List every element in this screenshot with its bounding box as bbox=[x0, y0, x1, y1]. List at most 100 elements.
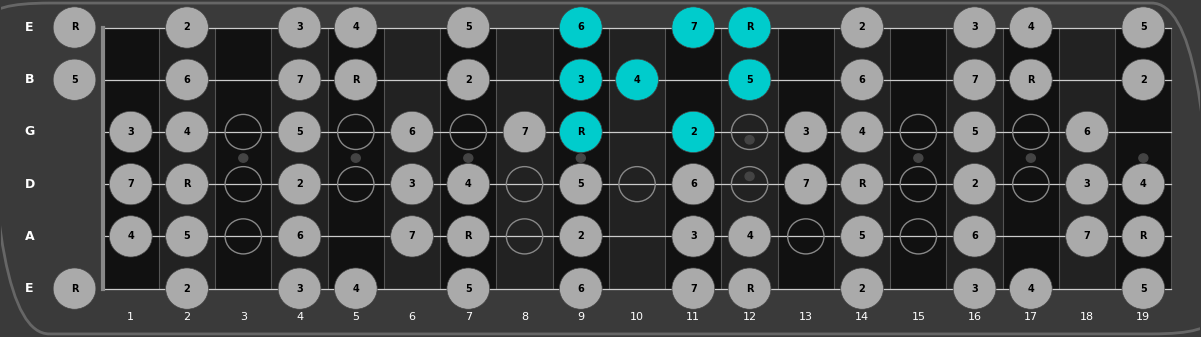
Text: 4: 4 bbox=[295, 312, 303, 322]
Ellipse shape bbox=[671, 7, 715, 48]
Text: R: R bbox=[465, 232, 472, 241]
Text: R: R bbox=[576, 127, 585, 137]
Bar bbox=[665, 28, 722, 288]
Text: 3: 3 bbox=[689, 232, 697, 241]
Ellipse shape bbox=[841, 163, 884, 205]
Text: 6: 6 bbox=[184, 75, 191, 85]
Ellipse shape bbox=[728, 7, 771, 48]
Bar bbox=[890, 28, 946, 288]
Text: 6: 6 bbox=[578, 284, 584, 294]
Text: 7: 7 bbox=[297, 75, 303, 85]
Ellipse shape bbox=[616, 59, 658, 100]
Ellipse shape bbox=[841, 268, 884, 309]
Text: 7: 7 bbox=[1083, 232, 1091, 241]
Ellipse shape bbox=[1010, 59, 1052, 100]
Bar bbox=[946, 28, 1003, 288]
Ellipse shape bbox=[390, 111, 434, 153]
Bar bbox=[215, 28, 271, 288]
Text: R: R bbox=[71, 23, 78, 32]
Ellipse shape bbox=[53, 268, 96, 309]
Ellipse shape bbox=[728, 216, 771, 257]
Text: R: R bbox=[352, 75, 359, 85]
Text: 2: 2 bbox=[297, 179, 303, 189]
Text: 3: 3 bbox=[1083, 179, 1091, 189]
Text: 3: 3 bbox=[972, 284, 978, 294]
Text: 7: 7 bbox=[465, 312, 472, 322]
Ellipse shape bbox=[671, 163, 715, 205]
Text: 6: 6 bbox=[689, 179, 697, 189]
Ellipse shape bbox=[279, 111, 321, 153]
Text: E: E bbox=[25, 282, 34, 295]
Text: 2: 2 bbox=[1140, 75, 1147, 85]
Ellipse shape bbox=[279, 216, 321, 257]
Text: 3: 3 bbox=[297, 23, 303, 32]
Bar bbox=[328, 28, 384, 288]
Text: R: R bbox=[71, 284, 78, 294]
Text: 6: 6 bbox=[578, 23, 584, 32]
Ellipse shape bbox=[109, 216, 153, 257]
Ellipse shape bbox=[279, 268, 321, 309]
Text: 6: 6 bbox=[408, 127, 416, 137]
Text: 2: 2 bbox=[859, 23, 866, 32]
Ellipse shape bbox=[447, 268, 490, 309]
Ellipse shape bbox=[109, 111, 153, 153]
Text: 11: 11 bbox=[686, 312, 700, 322]
Text: 5: 5 bbox=[746, 75, 753, 85]
Ellipse shape bbox=[166, 111, 209, 153]
Bar bbox=[102, 28, 159, 288]
Circle shape bbox=[745, 135, 754, 144]
Bar bbox=[384, 28, 441, 288]
Ellipse shape bbox=[841, 59, 884, 100]
Ellipse shape bbox=[671, 268, 715, 309]
Text: 4: 4 bbox=[1140, 179, 1147, 189]
Text: 5: 5 bbox=[1140, 23, 1147, 32]
Text: 15: 15 bbox=[912, 312, 925, 322]
Text: 5: 5 bbox=[297, 127, 303, 137]
Text: 5: 5 bbox=[465, 23, 472, 32]
Ellipse shape bbox=[390, 216, 434, 257]
Ellipse shape bbox=[1065, 163, 1109, 205]
Ellipse shape bbox=[334, 7, 377, 48]
Ellipse shape bbox=[784, 111, 827, 153]
Ellipse shape bbox=[1065, 216, 1109, 257]
Ellipse shape bbox=[671, 216, 715, 257]
Text: 7: 7 bbox=[972, 75, 978, 85]
Text: 7: 7 bbox=[127, 179, 135, 189]
Text: R: R bbox=[184, 179, 191, 189]
Text: 12: 12 bbox=[742, 312, 757, 322]
Ellipse shape bbox=[166, 163, 209, 205]
Text: 4: 4 bbox=[634, 75, 640, 85]
Bar bbox=[609, 28, 665, 288]
Text: 5: 5 bbox=[71, 75, 78, 85]
Ellipse shape bbox=[109, 163, 153, 205]
Text: 17: 17 bbox=[1023, 312, 1038, 322]
Text: 4: 4 bbox=[352, 23, 359, 32]
Text: D: D bbox=[24, 178, 35, 191]
Text: 3: 3 bbox=[972, 23, 978, 32]
Ellipse shape bbox=[1065, 111, 1109, 153]
Text: 7: 7 bbox=[521, 127, 528, 137]
Ellipse shape bbox=[728, 59, 771, 100]
Ellipse shape bbox=[1010, 268, 1052, 309]
Text: 4: 4 bbox=[859, 127, 866, 137]
Text: 4: 4 bbox=[184, 127, 191, 137]
Text: 6: 6 bbox=[408, 312, 416, 322]
Ellipse shape bbox=[279, 163, 321, 205]
Ellipse shape bbox=[784, 163, 827, 205]
Ellipse shape bbox=[954, 59, 996, 100]
Ellipse shape bbox=[954, 268, 996, 309]
Ellipse shape bbox=[1122, 268, 1165, 309]
Text: R: R bbox=[746, 284, 753, 294]
Text: 3: 3 bbox=[802, 127, 809, 137]
Text: 6: 6 bbox=[1083, 127, 1091, 137]
Text: 1: 1 bbox=[127, 312, 135, 322]
Text: 4: 4 bbox=[465, 179, 472, 189]
Ellipse shape bbox=[390, 163, 434, 205]
Circle shape bbox=[914, 154, 922, 162]
Text: E: E bbox=[25, 21, 34, 34]
Ellipse shape bbox=[447, 163, 490, 205]
Text: 4: 4 bbox=[127, 232, 135, 241]
Ellipse shape bbox=[166, 7, 209, 48]
Text: 2: 2 bbox=[972, 179, 978, 189]
Text: 6: 6 bbox=[297, 232, 303, 241]
